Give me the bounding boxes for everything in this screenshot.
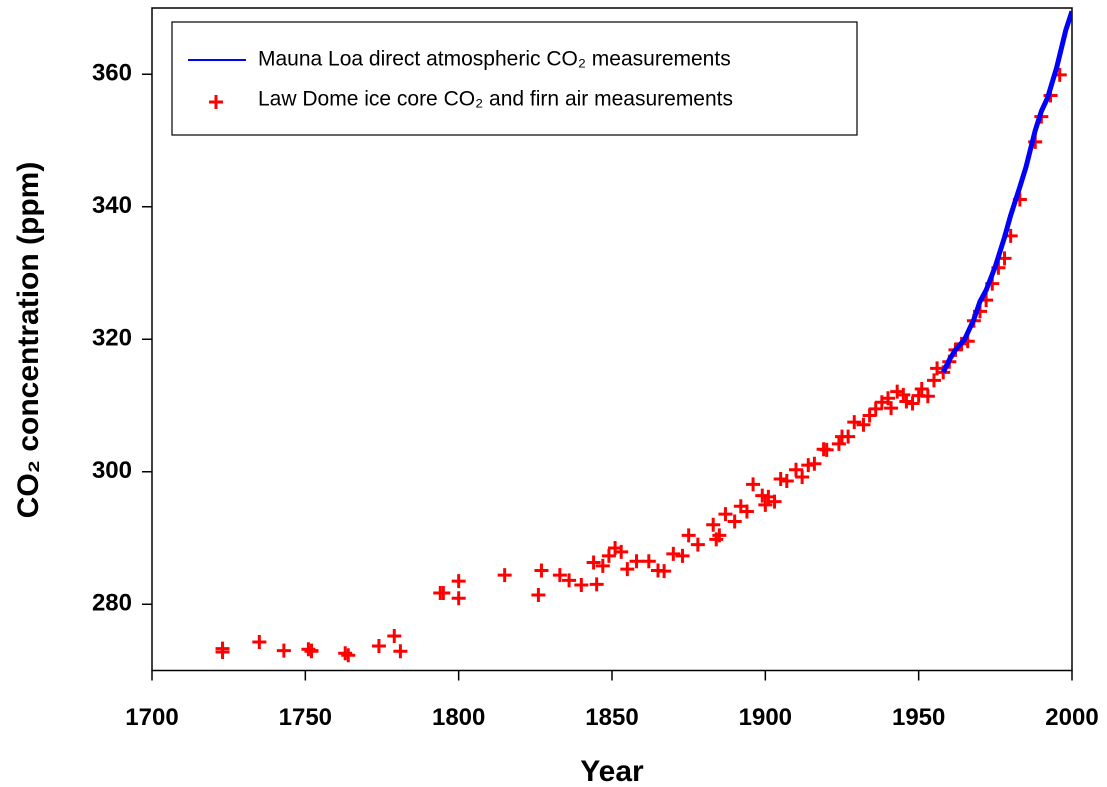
data-point <box>252 635 267 650</box>
data-point <box>690 537 705 552</box>
legend-label: Mauna Loa direct atmospheric CO₂ measure… <box>258 48 731 71</box>
data-point <box>927 373 941 388</box>
y-tick-label: 320 <box>92 325 132 352</box>
data-point <box>276 643 291 658</box>
data-point <box>884 401 899 416</box>
plot-area <box>215 10 1072 663</box>
data-point <box>371 638 386 653</box>
data-point <box>614 544 629 559</box>
data-point <box>727 514 742 529</box>
data-point <box>304 644 319 659</box>
x-tick-label: 1700 <box>125 704 178 731</box>
data-point <box>552 568 567 583</box>
data-point <box>841 429 856 444</box>
data-point <box>641 554 656 569</box>
y-tick-label: 340 <box>92 192 132 219</box>
data-point <box>451 591 466 606</box>
data-point <box>675 548 690 563</box>
data-point <box>718 507 733 522</box>
data-point <box>215 644 230 659</box>
data-point <box>819 442 834 457</box>
x-tick-label: 2000 <box>1045 704 1098 731</box>
data-point <box>712 528 727 543</box>
data-point <box>629 554 644 569</box>
data-point <box>393 644 408 659</box>
data-point <box>451 574 466 589</box>
data-point <box>574 578 589 593</box>
data-point <box>341 648 356 663</box>
data-point <box>847 415 862 430</box>
data-point <box>497 568 512 583</box>
data-point <box>758 497 773 512</box>
y-tick-label: 360 <box>92 60 132 87</box>
x-tick-label: 1900 <box>739 704 792 731</box>
data-point <box>338 646 353 661</box>
x-axis-title: Year <box>580 755 644 787</box>
data-point <box>807 456 822 471</box>
data-point <box>657 564 672 579</box>
y-tick-label: 300 <box>92 457 132 484</box>
data-point <box>534 563 549 578</box>
data-point <box>531 587 546 602</box>
data-point <box>562 573 577 588</box>
legend-label: Law Dome ice core CO₂ and firn air measu… <box>258 88 733 111</box>
legend-marker <box>209 95 223 109</box>
data-point <box>896 387 911 402</box>
data-point <box>595 558 610 573</box>
data-point <box>706 517 721 532</box>
data-point <box>601 548 616 563</box>
y-axis-title: CO₂ concentration (ppm) <box>12 162 45 519</box>
y-tick-label: 280 <box>92 590 132 617</box>
x-tick-label: 1950 <box>892 704 945 731</box>
x-tick-label: 1800 <box>432 704 485 731</box>
data-point <box>586 555 601 570</box>
data-point <box>746 477 761 492</box>
data-point <box>795 470 810 485</box>
x-tick-label: 1850 <box>585 704 638 731</box>
data-point <box>920 389 935 404</box>
data-point <box>905 396 920 411</box>
data-point <box>436 585 451 600</box>
data-line <box>940 10 1072 374</box>
data-point <box>739 504 754 519</box>
data-point <box>620 562 635 577</box>
x-tick-label: 1750 <box>279 704 332 731</box>
data-point <box>831 436 846 451</box>
data-point <box>666 546 681 561</box>
data-point <box>681 528 696 543</box>
data-point <box>789 462 803 477</box>
legend-box <box>171 21 858 136</box>
data-point <box>881 391 895 406</box>
data-point <box>767 494 782 509</box>
data-point <box>779 474 794 489</box>
data-point <box>387 629 402 644</box>
data-point <box>914 381 929 396</box>
data-point <box>589 577 604 592</box>
data-point <box>856 417 871 432</box>
